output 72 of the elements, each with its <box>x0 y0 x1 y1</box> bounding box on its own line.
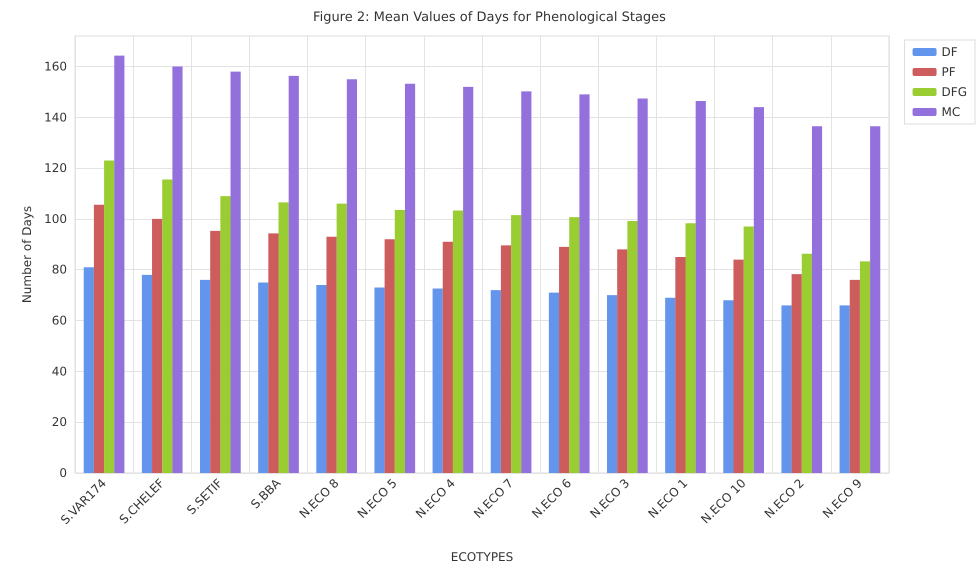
y-tick-label: 120 <box>44 161 67 176</box>
bar <box>521 91 532 473</box>
y-tick-label: 100 <box>44 212 67 226</box>
bar <box>559 246 570 473</box>
bar <box>870 126 880 473</box>
bar <box>744 226 754 473</box>
bar <box>142 274 152 473</box>
bar <box>104 160 114 473</box>
y-tick-label: 80 <box>52 262 67 277</box>
legend-label: MC <box>942 105 960 119</box>
bar <box>162 180 172 473</box>
bar <box>94 204 104 473</box>
legend-label: PF <box>942 65 956 79</box>
y-tick-label: 160 <box>44 59 67 74</box>
bar <box>463 86 474 473</box>
bar <box>723 300 734 473</box>
bar <box>569 217 580 473</box>
bar <box>442 242 453 473</box>
bar <box>432 288 443 473</box>
y-tick-label: 60 <box>52 314 67 328</box>
bar <box>802 254 812 473</box>
bar <box>490 290 501 473</box>
bar <box>696 101 706 473</box>
bar <box>288 76 299 473</box>
bar <box>850 280 860 473</box>
legend-label: DFG <box>942 85 968 99</box>
bar <box>268 233 278 473</box>
bar <box>840 305 850 473</box>
bar <box>220 196 231 473</box>
bar <box>607 295 618 473</box>
bar <box>258 282 268 473</box>
bar <box>200 280 210 473</box>
bar <box>638 98 648 473</box>
bar <box>172 66 183 473</box>
bar <box>326 236 337 473</box>
bar <box>452 210 464 473</box>
bar <box>404 84 416 473</box>
bar <box>812 126 822 473</box>
bar <box>792 274 802 473</box>
y-tick-label: 40 <box>52 364 67 378</box>
bar <box>316 284 326 473</box>
bar <box>665 298 676 473</box>
bar <box>346 79 357 473</box>
bar <box>733 260 744 473</box>
bar <box>675 257 686 473</box>
bar <box>500 245 512 473</box>
chart-title: Figure 2: Mean Values of Days for Phenological Stages <box>313 10 666 25</box>
y-tick-label: 140 <box>44 110 67 124</box>
bar <box>384 239 395 473</box>
legend-label: DF <box>942 45 958 59</box>
bar <box>336 204 347 473</box>
bar <box>374 288 385 473</box>
bar <box>511 215 522 473</box>
x-axis-title: ECOTYPES <box>450 550 514 564</box>
bar <box>548 292 560 473</box>
bar <box>394 210 405 473</box>
y-axis-title: Number of Days <box>20 206 34 304</box>
bar <box>579 94 590 473</box>
bar <box>114 56 124 473</box>
bar <box>617 249 628 473</box>
y-tick-label: 20 <box>52 415 67 430</box>
bar <box>84 267 94 473</box>
bar <box>627 220 638 473</box>
bar <box>278 202 289 473</box>
bar <box>152 218 162 473</box>
bar <box>686 223 696 473</box>
bar <box>754 107 764 473</box>
bar <box>781 305 792 473</box>
bar <box>860 261 870 473</box>
bar <box>230 72 241 473</box>
y-tick-label: 0 <box>59 466 67 480</box>
bar <box>210 230 220 473</box>
